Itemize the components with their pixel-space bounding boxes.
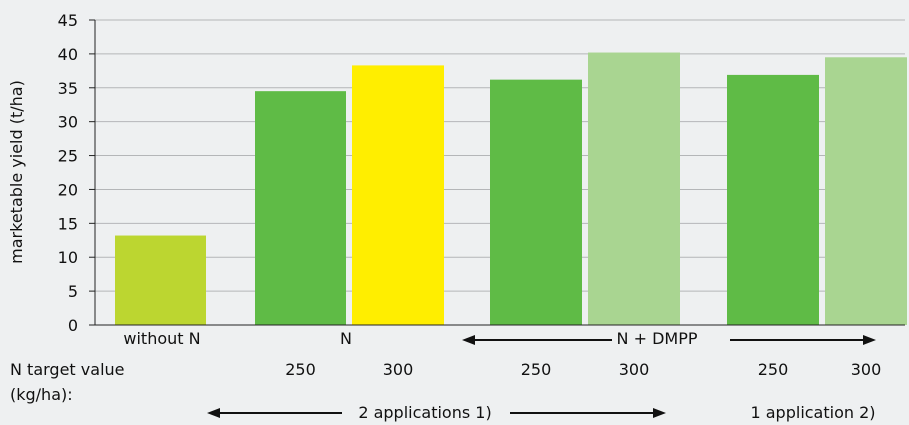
x-tick-label: 250 [758, 360, 789, 379]
x-tick-label: 300 [851, 360, 882, 379]
bar [115, 235, 206, 325]
bar [352, 65, 444, 326]
row-label-n-target: N target value [10, 360, 125, 379]
y-axis-label: marketable yield (t/ha) [7, 80, 26, 264]
arrow-n-dmpp-left [462, 335, 612, 345]
y-tick-label: 45 [58, 11, 78, 30]
y-tick-labels: 0 5 10 15 20 25 30 35 40 45 [58, 11, 95, 335]
y-tick-label: 0 [68, 316, 78, 335]
bar [490, 79, 582, 326]
x-tick-label: 250 [285, 360, 316, 379]
bar [588, 52, 680, 326]
row-label-unit: (kg/ha): [10, 385, 73, 404]
x-tick-label: 300 [383, 360, 414, 379]
bars [115, 52, 907, 326]
applications-label-2: 2 applications 1) [358, 403, 491, 422]
group-label-n-dmpp: N + DMPP [617, 329, 698, 348]
axes [94, 20, 905, 326]
y-tick-label: 15 [58, 214, 78, 233]
y-tick-label: 40 [58, 45, 78, 64]
applications-label-1: 1 application 2) [750, 403, 875, 422]
y-tick-label: 35 [58, 79, 78, 98]
y-tick-label: 10 [58, 248, 78, 267]
x-tick-labels: 250 300 250 300 250 300 [285, 360, 881, 379]
arrow-applications-right [510, 408, 666, 418]
y-tick-label: 30 [58, 113, 78, 132]
y-tick-label: 25 [58, 147, 78, 166]
x-tick-label: 250 [521, 360, 552, 379]
group-label-n: N [340, 329, 352, 348]
x-tick-label: 300 [619, 360, 650, 379]
bar [825, 57, 907, 326]
y-tick-label: 5 [68, 282, 78, 301]
bar [255, 91, 346, 326]
y-tick-label: 20 [58, 180, 78, 199]
group-label-without-n: without N [123, 329, 200, 348]
bar [727, 74, 819, 326]
arrow-n-dmpp-right [730, 335, 876, 345]
arrow-applications-left [207, 408, 342, 418]
